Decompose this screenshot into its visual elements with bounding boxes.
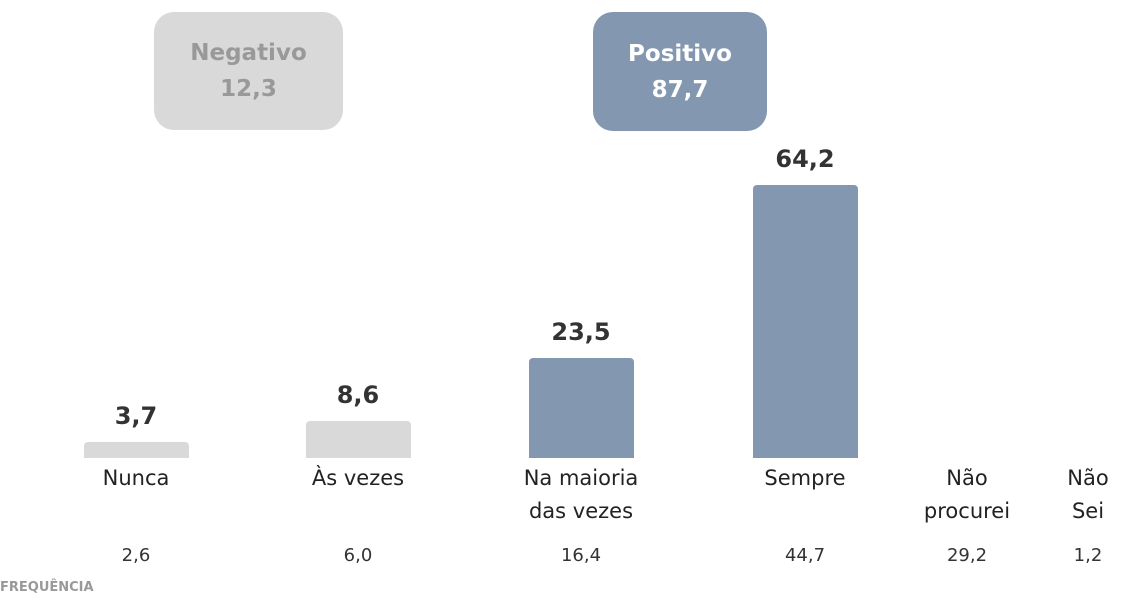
group-box: Negativo 12,3: [154, 12, 343, 130]
value-label: 23,5: [551, 318, 611, 347]
group-name: Positivo: [628, 40, 732, 67]
frequency-label: FREQUÊNCIA: [0, 580, 94, 595]
frequency-value: 29,2: [946, 545, 988, 566]
group-value: 12,3: [220, 76, 277, 102]
category-label: Às vezes: [311, 466, 405, 490]
frequency-value: 2,6: [121, 545, 151, 566]
category-label: Não Sei: [1067, 466, 1109, 523]
bar: [752, 185, 858, 458]
category-label: Não procurei: [923, 466, 1011, 523]
bar: [305, 421, 411, 458]
bar: [528, 358, 634, 458]
group-name: Negativo: [190, 40, 307, 66]
category-label: Sempre: [764, 466, 846, 490]
group-box: Positivo 87,7: [593, 12, 767, 131]
bar: [83, 442, 189, 458]
category-label: Na maioria das vezes: [523, 466, 639, 523]
frequency-value: 6,0: [343, 545, 373, 566]
category-label: Nunca: [102, 466, 170, 490]
frequency-value: 1,2: [1073, 545, 1103, 566]
value-label: 64,2: [775, 145, 835, 174]
value-label: 8,6: [336, 381, 380, 410]
frequency-value: 44,7: [784, 545, 826, 566]
frequency-value: 16,4: [560, 545, 602, 566]
group-value: 87,7: [651, 76, 709, 103]
value-label: 3,7: [114, 402, 158, 431]
